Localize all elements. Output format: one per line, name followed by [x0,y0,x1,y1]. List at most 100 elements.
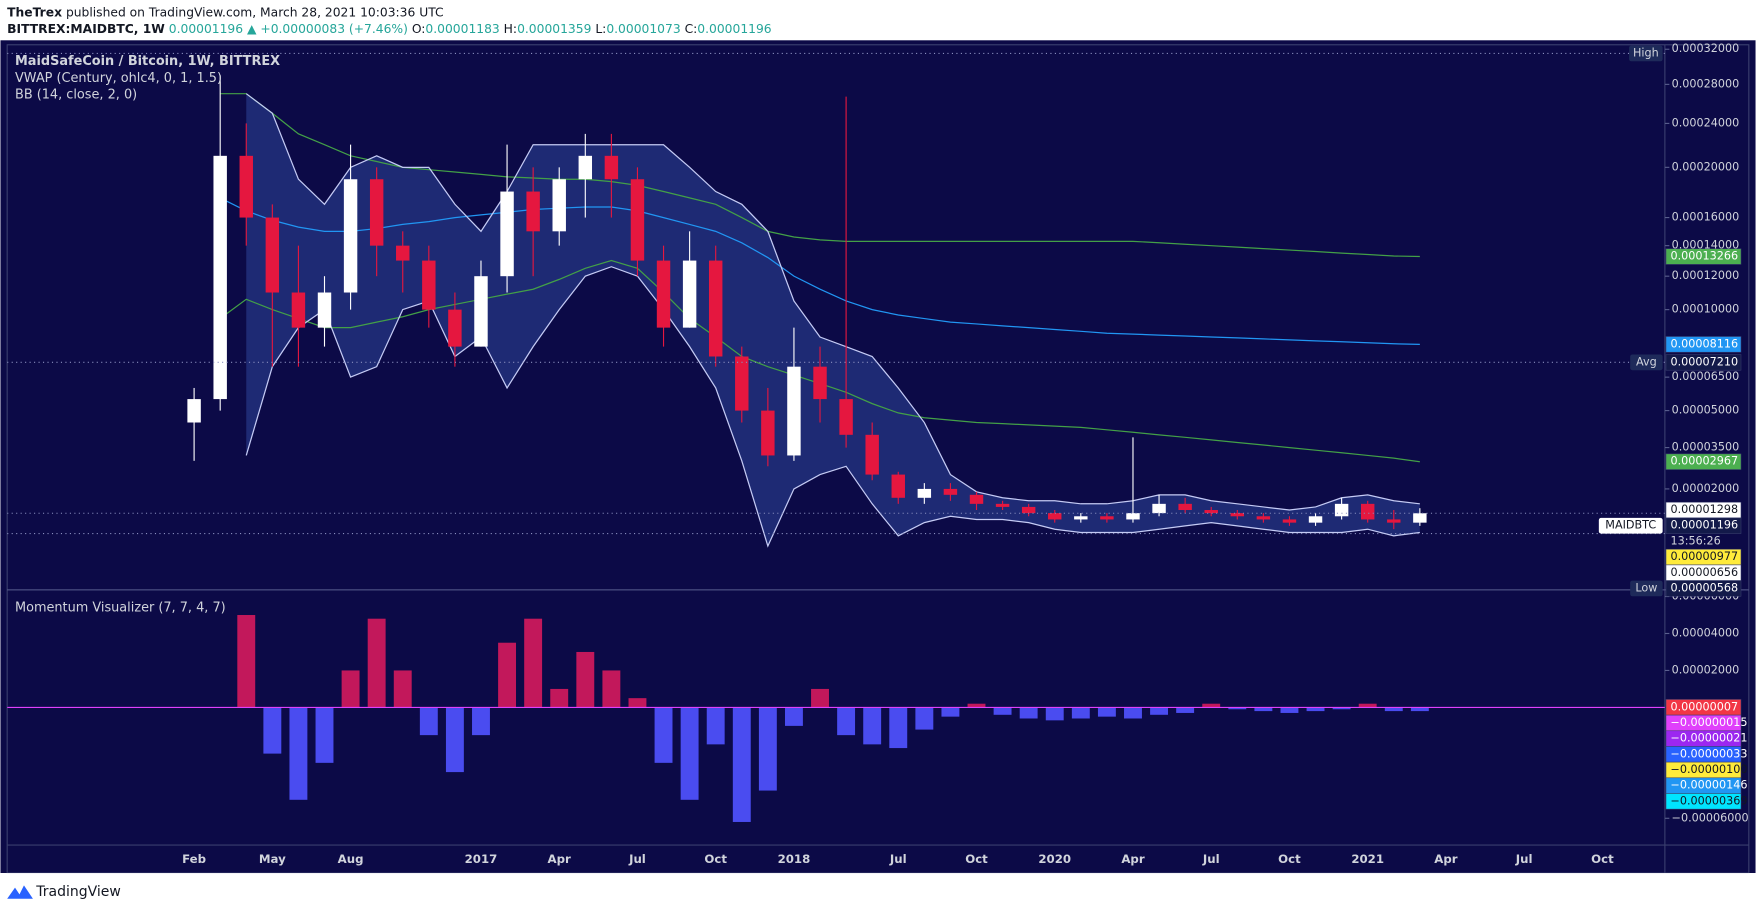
x-tick-label: 2020 [1038,852,1071,866]
badge-tag [1598,517,1663,534]
candle-body [1387,519,1401,523]
axis-badge [1665,248,1742,265]
published: published on TradingView.com, March 28, … [66,5,444,19]
candle-body [369,179,384,246]
momentum-bar [367,618,386,708]
x-tick-label: Apr [548,852,572,866]
candle-body [552,179,566,232]
candle-body [474,276,488,347]
candle-body [1152,503,1166,514]
candle-body [1126,513,1140,520]
axis-badge-label: −0.00000369 [1670,794,1747,807]
axes: 0.00032000 0.00028000 0.00024000 0.00020000… [182,42,1748,866]
candle-body [422,260,436,310]
momentum-bar [967,703,986,708]
indicator-line [220,93,1420,258]
axis-badge-label: 0.00007210 [1670,355,1738,368]
ohlc-value: 0.00001196 [697,22,771,36]
candle-body [500,191,514,277]
brand-logo[interactable]: TradingView [7,884,121,900]
x-tick-label: Oct [965,852,988,866]
x-tick-label: Feb [182,852,206,866]
momentum-bar [811,688,829,708]
indicator-legend[interactable]: VWAP (Century, ohlc4, 0, 1, 1.5) [15,71,222,86]
candle-body [969,494,984,504]
candle-body [1100,516,1114,520]
candle-body [682,260,697,328]
momentum-bar [706,707,725,745]
momentum-bar [758,707,777,791]
momentum-bar [315,707,334,763]
badge-tag [1630,580,1663,597]
indicator-legend[interactable]: Momentum Visualizer (7, 7, 4, 7) [15,600,226,615]
x-tick-label: Jul [889,852,907,866]
header-bar [0,0,1756,41]
y-tick-label: 0.00006500 [1672,370,1740,383]
header-line: TheTrex published on TradingView.com, Ma… [7,5,443,19]
momentum-bar [1410,707,1429,712]
x-tick-label: 2018 [778,852,811,866]
candle-body [213,155,227,400]
y-tick-label: 0.00002000 [1672,663,1740,676]
candle-body [291,292,306,328]
high-tag-label: High [1633,46,1659,59]
badge-tag-label: Low [1635,581,1657,594]
momentum-bar [732,707,751,822]
momentum-bar [915,707,934,730]
candle-body [1074,516,1088,520]
candle-body [708,260,723,357]
y-tick-label: 0.00016000 [1672,211,1740,224]
brand-name: TradingView [35,884,121,900]
author[interactable]: TheTrex [7,5,62,19]
indicator-line [219,197,1420,346]
momentum-bar [1071,707,1090,719]
x-tick-label: Jul [1515,852,1533,866]
momentum-bar [889,707,908,749]
candle-body [1021,506,1036,514]
axis-badge-label: 0.00000568 [1670,581,1738,594]
ohlc-value: 0.00001359 [517,22,591,36]
y-tick-label: 0.00012000 [1672,269,1740,282]
candle-body [839,399,853,435]
momentum-bar [941,707,960,717]
momentum-bar [472,707,490,736]
y-tick-label: 0.00004000 [1672,626,1740,639]
x-tick-label: Oct [704,852,727,866]
momentum-bar [393,670,412,708]
y-tick-label: 0.00032000 [1672,42,1740,55]
momentum-bar [993,707,1012,715]
axis-badge-label: 0.00001298 [1670,503,1738,516]
momentum-bar [1045,707,1064,721]
momentum-bar [263,707,282,754]
footer-bar [0,873,1756,910]
change-arrow: ▲ [247,22,257,36]
axis-badge [1665,517,1742,534]
candle-body [891,474,905,498]
momentum-bar [341,670,360,708]
candle-body [1360,503,1375,520]
candle-body [656,260,671,328]
high-tag [1629,45,1663,62]
indicator-legend[interactable]: BB (14, close, 2, 0) [15,88,137,103]
symbol: BITTREX:MAIDBTC, 1W [7,22,165,36]
momentum-bar [576,651,595,708]
y-tick-label: −0.00006000 [1672,811,1749,824]
momentum-bar [863,707,882,745]
candle-body [265,217,280,293]
momentum-bar [1358,703,1377,708]
momentum-bar [1384,707,1403,712]
axis-badge-label: 0.00008116 [1670,337,1738,350]
logo-mark [7,885,33,899]
momentum-bar [1202,703,1221,708]
symbol-legend[interactable]: MaidSafeCoin / Bitcoin, 1W, BITTREX [15,54,280,69]
axis-badge-label: 0.00002967 [1670,455,1738,468]
candle-body [604,155,619,180]
symbol-line: BITTREX:MAIDBTC, 1W 0.00001196 ▲ +0.0000… [7,22,772,36]
candle-body [526,191,540,232]
countdown: 13:56:26 [1670,534,1720,547]
axis-badge-label: 0.00001196 [1670,519,1738,532]
candle-body [1413,513,1427,523]
x-tick-label: Jul [1202,852,1220,866]
momentum-bar [550,688,569,708]
last-price: 0.00001196 [169,22,243,36]
